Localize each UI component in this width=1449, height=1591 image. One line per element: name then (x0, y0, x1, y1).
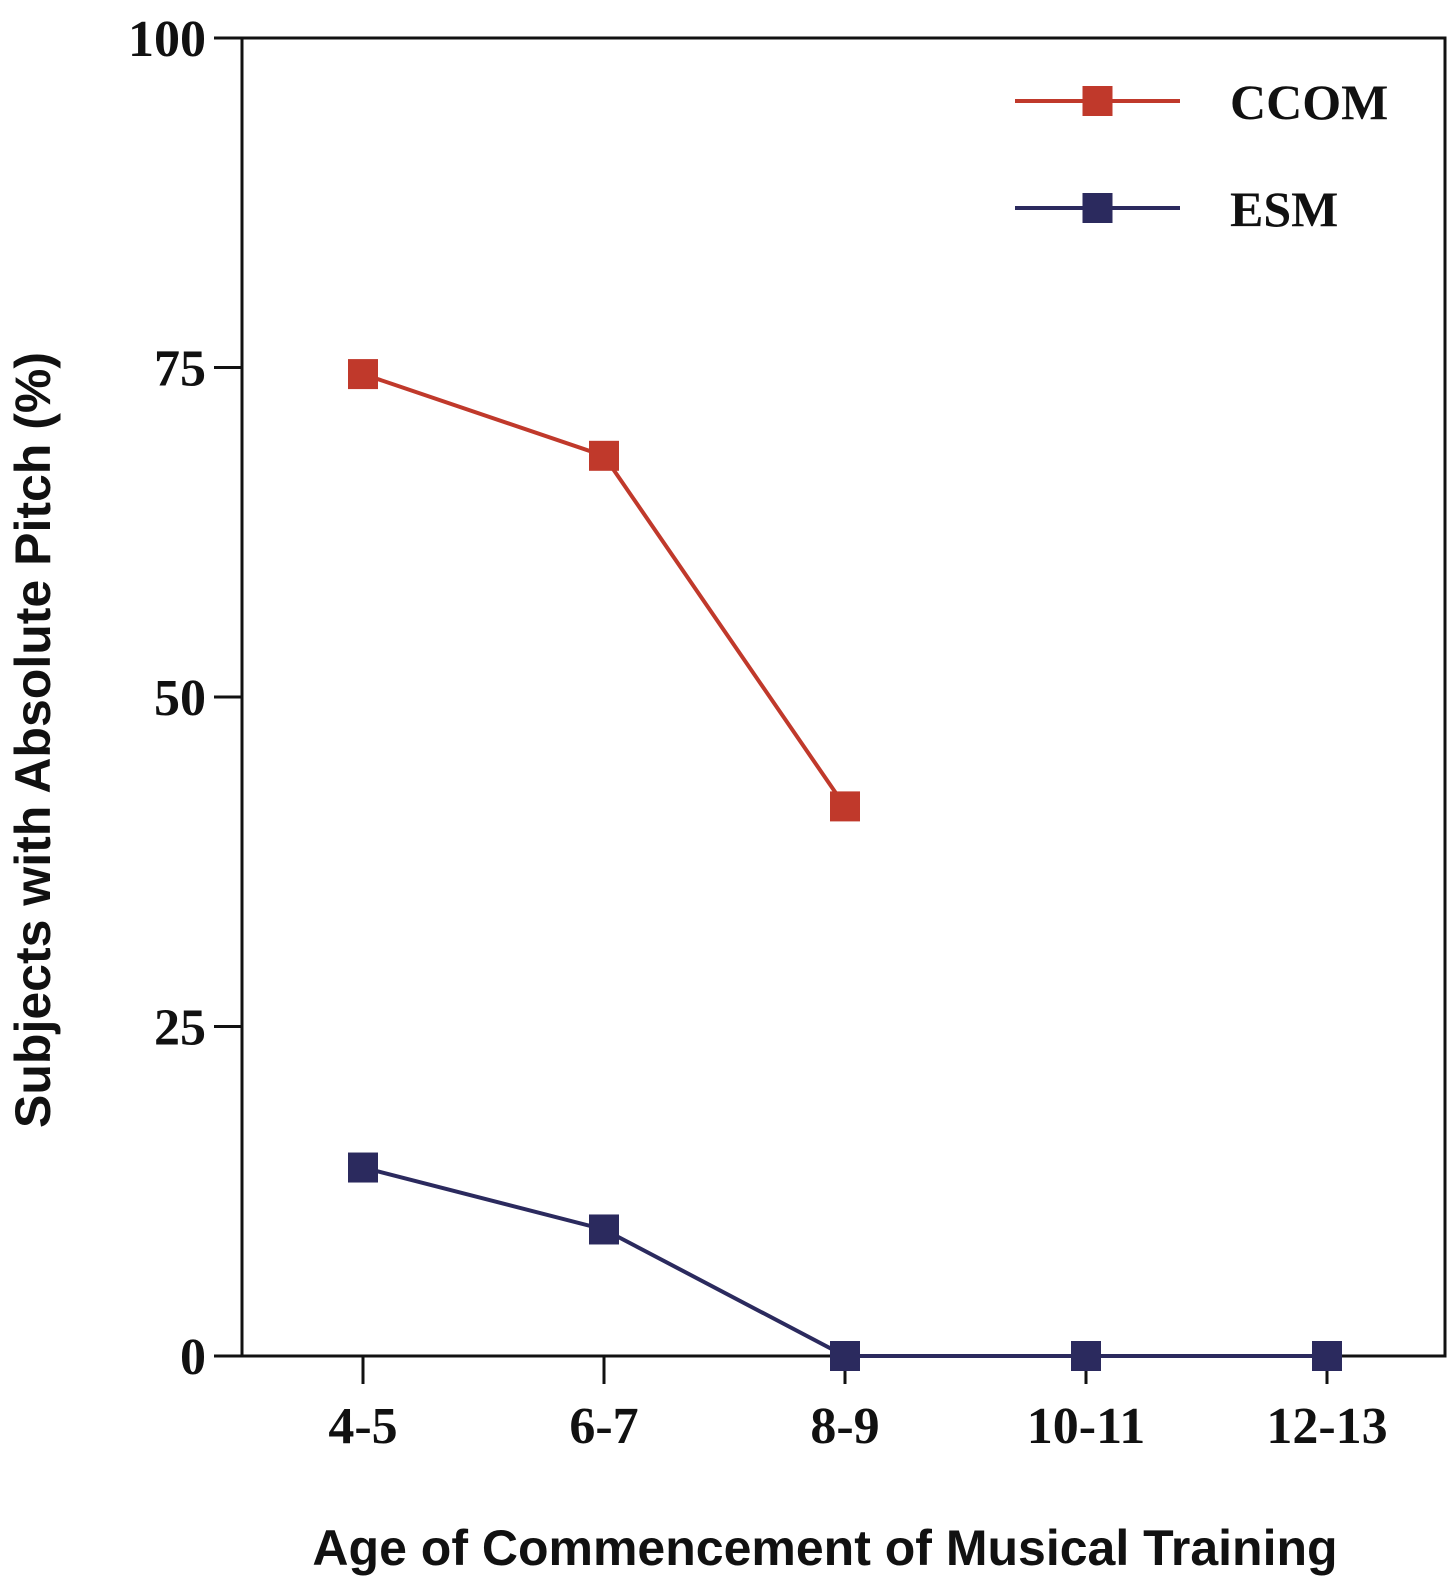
data-point (1071, 1341, 1101, 1371)
series-line (362, 372, 847, 808)
data-point (589, 1214, 619, 1245)
x-tick-label: 8-9 (810, 1398, 879, 1455)
data-point (348, 1152, 378, 1183)
data-point (830, 791, 860, 822)
series-ccom (348, 359, 860, 822)
legend-label: CCOM (1230, 74, 1388, 130)
y-tick-label: 0 (180, 1329, 206, 1386)
legend-marker (1082, 193, 1113, 223)
data-point (348, 359, 378, 390)
data-point (830, 1341, 860, 1371)
x-tick-label: 10-11 (1027, 1398, 1145, 1455)
legend-item: CCOM (1015, 74, 1388, 130)
legend-label: ESM (1230, 181, 1338, 237)
y-tick-label: 25 (154, 1000, 206, 1057)
legend-marker (1082, 86, 1113, 116)
legend-item: ESM (1015, 181, 1338, 237)
y-axis-label: Subjects with Absolute Pitch (%) (5, 352, 61, 1128)
y-tick-label: 100 (128, 11, 206, 68)
y-axis: 0 25 50 75 100 (128, 11, 242, 1386)
series-esm (348, 1152, 1342, 1371)
x-axis-label: Age of Commencement of Musical Training (312, 1520, 1337, 1576)
series-layer (348, 359, 1342, 1371)
y-tick-label: 50 (154, 670, 206, 727)
x-tick-label: 12-13 (1266, 1398, 1387, 1455)
x-tick-label: 6-7 (569, 1398, 638, 1455)
y-tick-label: 75 (154, 341, 206, 398)
legend: CCOM ESM (1015, 74, 1388, 237)
data-point (1312, 1341, 1342, 1371)
series-line (362, 1165, 1327, 1358)
data-point (589, 440, 619, 471)
x-tick-label: 4-5 (328, 1398, 397, 1455)
